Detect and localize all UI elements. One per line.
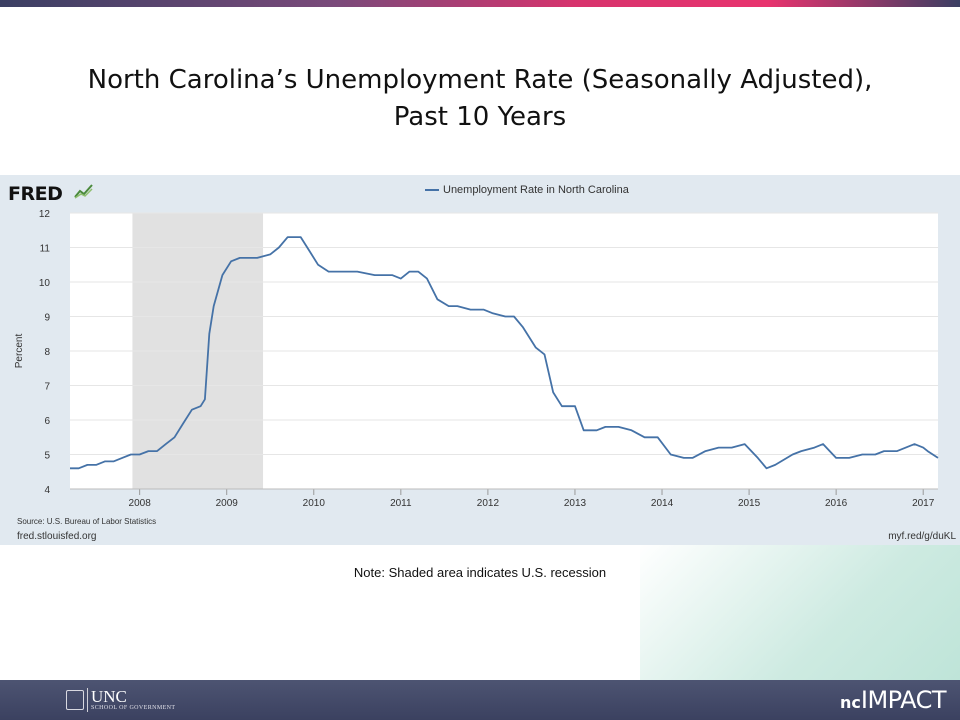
- y-axis-label: Percent: [14, 334, 25, 369]
- background-decoration: [640, 545, 960, 685]
- x-tick-label: 2017: [912, 498, 935, 509]
- slide-title: North Carolina’s Unemployment Rate (Seas…: [0, 62, 960, 136]
- legend-swatch: [425, 189, 439, 192]
- x-tick-label: 2009: [216, 498, 239, 509]
- recession-note: Note: Shaded area indicates U.S. recessi…: [353, 565, 607, 580]
- x-tick-label: 2016: [825, 498, 848, 509]
- fred-logo: FRED: [8, 183, 63, 205]
- x-tick-label: 2014: [651, 498, 674, 509]
- source-text: Source: U.S. Bureau of Labor Statistics: [17, 517, 157, 526]
- unc-seal-icon: [66, 690, 84, 710]
- fred-chart-panel: FRED Unemployment Rate in North Carolina…: [0, 175, 960, 545]
- top-accent-stripe: [0, 0, 960, 7]
- y-tick-label: 7: [44, 382, 50, 393]
- x-tick-label: 2013: [564, 498, 587, 509]
- legend-label: Unemployment Rate in North Carolina: [443, 184, 629, 196]
- brand-impact: IMPACT: [860, 686, 947, 714]
- line-chart: 4 5 6 7 8 9 10 11 12 2008 2009 2010 2011 2012 2013 201…: [14, 209, 939, 509]
- series-line: [70, 236, 939, 470]
- unc-divider: [87, 688, 88, 712]
- y-tick-label: 9: [44, 313, 50, 324]
- slide-title-line1: North Carolina’s Unemployment Rate (Seas…: [87, 65, 873, 95]
- x-tick-label: 2015: [738, 498, 761, 509]
- y-tick-label: 11: [40, 244, 51, 255]
- y-tick-label: 8: [44, 347, 50, 358]
- y-tick-label: 5: [44, 451, 50, 462]
- x-tick-label: 2008: [129, 498, 152, 509]
- brand-nc: nc: [839, 693, 861, 712]
- y-tick-label: 6: [44, 416, 50, 427]
- unc-wordmark: UNC: [91, 687, 127, 706]
- unc-subtitle: SCHOOL OF GOVERNMENT: [91, 705, 176, 711]
- y-tick-label: 4: [44, 485, 50, 496]
- chart-legend: Unemployment Rate in North Carolina: [425, 184, 629, 196]
- fred-graph-icon: [74, 184, 93, 199]
- ncimpact-logo: ncIMPACT: [839, 686, 947, 714]
- footer-bar: UNC SCHOOL OF GOVERNMENT ncIMPACT: [0, 680, 960, 720]
- short-link[interactable]: myf.red/g/duKL: [888, 531, 956, 542]
- y-tick-label: 10: [39, 278, 51, 289]
- x-tick-label: 2010: [303, 498, 326, 509]
- x-tick-label: 2012: [477, 498, 500, 509]
- site-link[interactable]: fred.stlouisfed.org: [17, 531, 97, 542]
- x-tick-label: 2011: [390, 498, 412, 509]
- slide-title-line2: Past 10 Years: [393, 102, 567, 132]
- y-tick-label: 12: [39, 209, 51, 220]
